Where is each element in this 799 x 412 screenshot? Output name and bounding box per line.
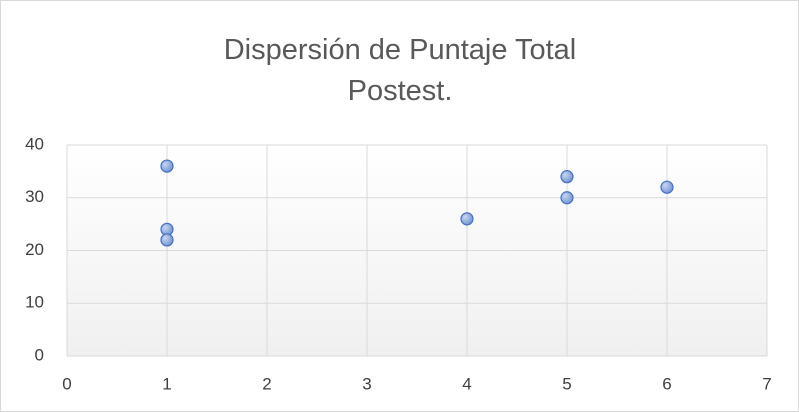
y-tick-label: 10 [25,293,44,312]
y-tick-label: 20 [25,240,44,259]
x-tick-label: 3 [362,374,371,393]
y-tick-label: 40 [25,134,44,153]
point [560,170,574,184]
x-tick-label: 5 [562,374,571,393]
point [160,159,174,173]
point [660,180,674,194]
x-tick-label: 7 [762,374,771,393]
chart-title: Dispersión de Puntaje Total Postest. [223,34,577,107]
point [160,233,174,247]
point [460,212,474,226]
x-tick-label: 1 [162,374,171,393]
y-tick-label: 0 [35,345,44,364]
y-tick-label: 30 [25,187,44,206]
x-tick-label: 0 [62,374,71,393]
point [560,191,574,205]
x-tick-label: 2 [262,374,271,393]
x-tick-label: 4 [462,374,471,393]
x-tick-label: 6 [662,374,671,393]
